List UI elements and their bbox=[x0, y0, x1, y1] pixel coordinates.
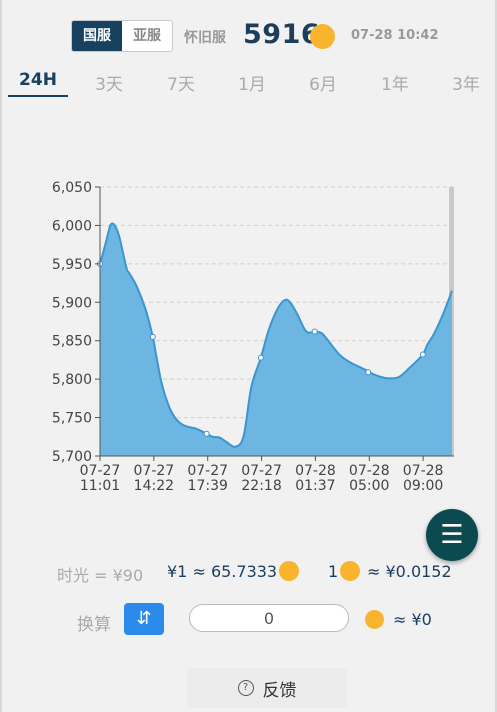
x-tick-label: 11:01 bbox=[80, 478, 120, 494]
x-tick-label: 07-27 bbox=[134, 463, 175, 479]
help-icon: ? bbox=[237, 680, 254, 696]
server-tab-asia[interactable]: 亚服 bbox=[133, 28, 161, 44]
time-token-rate: 时光 = ¥90 bbox=[57, 566, 144, 585]
y-tick-label: 5,900 bbox=[52, 295, 92, 311]
tab-1m[interactable]: 1月 bbox=[238, 75, 266, 95]
left-edge bbox=[0, 0, 2, 712]
y-tick-label: 6,050 bbox=[52, 180, 92, 196]
menu-fab-button[interactable]: ☰ bbox=[426, 509, 478, 561]
x-tick-label: 07-27 bbox=[187, 463, 228, 479]
data-point-marker[interactable] bbox=[257, 354, 264, 361]
amount-input[interactable] bbox=[189, 604, 349, 632]
x-tick-label: 07-28 bbox=[295, 463, 336, 479]
gold-coin-icon bbox=[279, 561, 299, 581]
server-switch[interactable]: 国服 亚服 bbox=[71, 20, 173, 52]
converted-value: ≈ ¥0 bbox=[393, 610, 432, 629]
x-tick-label: 07-27 bbox=[241, 463, 282, 479]
x-tick-label: 05:00 bbox=[349, 478, 389, 494]
price-line bbox=[99, 222, 453, 448]
swap-icon: ⇵ bbox=[136, 608, 152, 629]
server-mode-label: 怀旧服 bbox=[184, 30, 226, 46]
tab-3y[interactable]: 3年 bbox=[452, 75, 480, 95]
feedback-button[interactable]: ? 反馈 bbox=[187, 668, 347, 708]
data-point-marker[interactable] bbox=[365, 369, 372, 376]
active-tab-underline bbox=[8, 95, 68, 97]
y-tick-label: 5,750 bbox=[52, 411, 92, 427]
gold-to-yuan-rate: ≈ ¥0.0152 bbox=[367, 562, 452, 581]
yuan-to-gold-rate: ¥1 ≈ 65.7333 bbox=[167, 562, 278, 581]
y-tick-label: 6,000 bbox=[52, 218, 92, 234]
y-tick-label: 5,950 bbox=[52, 257, 92, 273]
menu-icon: ☰ bbox=[440, 520, 464, 550]
x-tick-label: 07-27 bbox=[80, 463, 121, 479]
tab-6m[interactable]: 6月 bbox=[309, 75, 337, 95]
tab-3d[interactable]: 3天 bbox=[95, 75, 123, 95]
data-point-marker[interactable] bbox=[419, 351, 426, 358]
x-tick-label: 01:37 bbox=[295, 478, 335, 494]
tab-24h[interactable]: 24H bbox=[19, 70, 57, 90]
x-axis-ticks: 07-2711:0107-2714:2207-2717:3907-2722:18… bbox=[80, 456, 444, 494]
exchange-rates: 时光 = ¥90 ¥1 ≈ 65.7333 1 ≈ ¥0.0152 bbox=[0, 560, 497, 585]
x-tick-label: 17:39 bbox=[188, 478, 228, 494]
server-tab-cn[interactable]: 国服 bbox=[72, 21, 122, 51]
x-tick-label: 07-28 bbox=[349, 463, 390, 479]
x-tick-label: 07-28 bbox=[403, 463, 444, 479]
y-tick-label: 5,800 bbox=[52, 372, 92, 388]
x-tick-label: 22:18 bbox=[241, 478, 281, 494]
x-tick-label: 09:00 bbox=[403, 478, 443, 494]
header: 国服 亚服 怀旧服 5916 07-28 10:42 bbox=[0, 19, 497, 52]
update-timestamp: 07-28 10:42 bbox=[351, 28, 439, 43]
y-tick-label: 5,850 bbox=[52, 334, 92, 350]
x-tick-label: 14:22 bbox=[134, 478, 174, 494]
price-chart[interactable]: 5,700 5,750 5,800 5,850 5,900 5,950 6,000 6,050… bbox=[0, 170, 497, 500]
right-edge bbox=[495, 0, 497, 712]
range-tabs: 24H 3天 7天 1月 6月 1年 3年 bbox=[8, 70, 497, 98]
data-point-marker[interactable] bbox=[149, 333, 156, 340]
data-point-marker[interactable] bbox=[311, 328, 318, 335]
data-point-marker[interactable] bbox=[203, 430, 210, 437]
gold-unit-prefix: 1 bbox=[328, 562, 339, 581]
gold-coin-icon bbox=[340, 561, 360, 581]
converter: 换算 ⇵ ≈ ¥0 bbox=[0, 603, 497, 637]
swap-direction-button[interactable]: ⇵ bbox=[124, 603, 164, 635]
y-tick-label: 5,700 bbox=[52, 449, 92, 465]
gold-coin-icon bbox=[310, 24, 335, 49]
converter-label: 换算 bbox=[77, 615, 111, 635]
tab-7d[interactable]: 7天 bbox=[167, 75, 195, 95]
feedback-label: 反馈 bbox=[262, 680, 297, 701]
gold-coin-icon bbox=[365, 610, 384, 629]
price-area bbox=[100, 223, 452, 456]
y-axis-ticks: 5,700 5,750 5,800 5,850 5,900 5,950 6,000 6,050 bbox=[52, 180, 100, 465]
current-price: 5916 bbox=[243, 19, 321, 50]
tab-1y[interactable]: 1年 bbox=[381, 75, 409, 95]
